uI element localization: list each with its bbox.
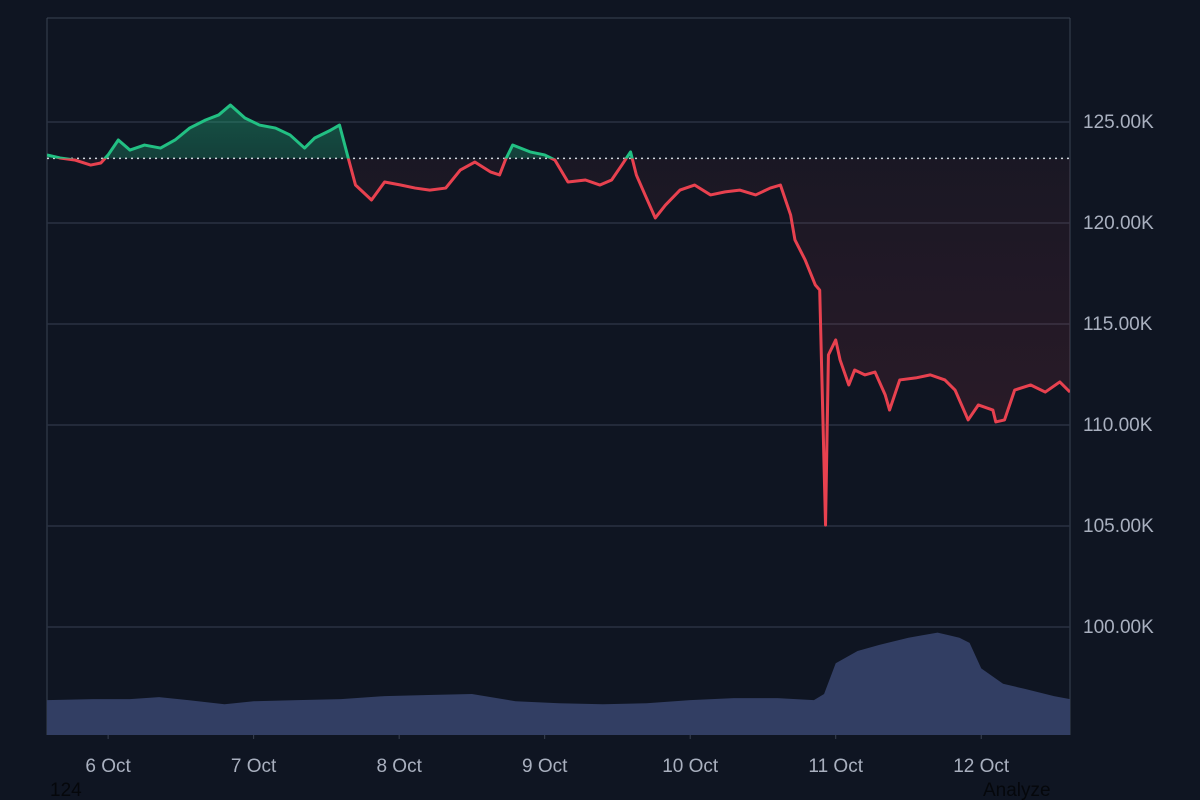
- x-tick-label: 9 Oct: [522, 756, 568, 777]
- price-line: [47, 103, 1070, 527]
- x-tick-label: 7 Oct: [231, 756, 277, 777]
- price-area: [47, 105, 1070, 525]
- volume-area: [47, 632, 1070, 735]
- x-tick-label: 12 Oct: [953, 756, 1010, 777]
- footer-left: 124: [50, 780, 82, 800]
- y-tick-label: 120.00K: [1083, 213, 1154, 234]
- y-tick-label: 100.00K: [1083, 617, 1154, 638]
- x-tick-label: 6 Oct: [85, 756, 131, 777]
- y-tick-label: 110.00K: [1083, 415, 1153, 436]
- plot-area: [47, 103, 1070, 735]
- y-tick-label: 115.00K: [1083, 314, 1153, 335]
- footer-right[interactable]: Analyze: [983, 780, 1051, 800]
- x-tick-label: 10 Oct: [662, 756, 719, 777]
- x-tick-label: 11 Oct: [808, 756, 863, 777]
- x-tick-label: 8 Oct: [376, 756, 422, 777]
- y-tick-label: 125.00K: [1083, 112, 1154, 133]
- y-tick-label: 105.00K: [1083, 516, 1154, 537]
